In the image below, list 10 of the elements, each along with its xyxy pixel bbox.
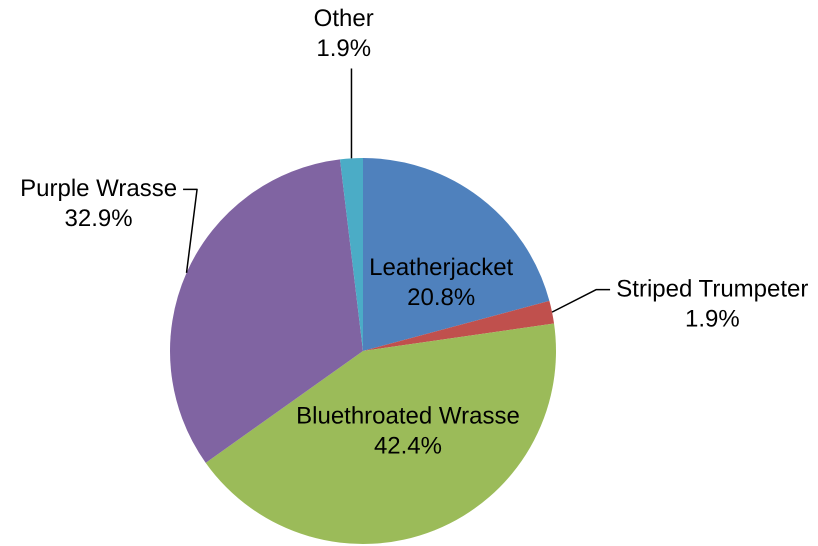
slice-label: Bluethroated Wrasse	[296, 402, 520, 430]
slice-label: Other	[314, 5, 374, 32]
data-label: 1.9%	[316, 35, 372, 62]
slice-label: Striped Trumpeter	[616, 275, 808, 302]
data-label: 20.8%	[407, 284, 476, 312]
data-label: 1.9%	[684, 305, 740, 332]
data-label: 42.4%	[374, 432, 442, 460]
slice-label: Purple Wrasse	[20, 174, 178, 202]
slice-label: Leatherjacket	[369, 254, 514, 282]
data-label: 32.9%	[64, 204, 133, 232]
